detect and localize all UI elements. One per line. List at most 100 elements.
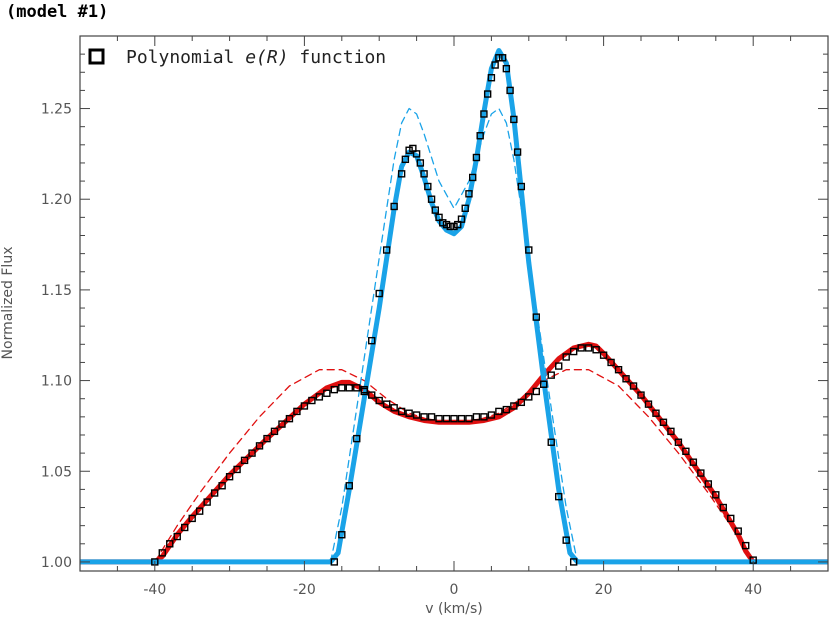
data-point [450, 414, 458, 423]
y-tick-label: 1.25 [41, 102, 72, 118]
data-point [270, 427, 279, 436]
data-point [424, 182, 432, 191]
data-point [712, 491, 720, 499]
data-point [409, 144, 417, 153]
data-point [435, 414, 443, 423]
legend-label-main: Polynomial [126, 47, 234, 68]
data-point [158, 549, 166, 557]
x-tick-label: 0 [450, 582, 459, 598]
x-tick-label: -40 [143, 582, 166, 598]
data-point [397, 407, 406, 416]
y-tick-label: 1.20 [41, 192, 72, 208]
data-point [330, 558, 339, 566]
data-point [584, 344, 593, 352]
data-point [569, 347, 578, 356]
data-point [644, 400, 653, 408]
data-point [450, 222, 458, 231]
data-point [308, 396, 316, 405]
data-point [439, 219, 447, 227]
data-point [532, 387, 540, 396]
series-line-thick-blue-solid [80, 48, 828, 565]
legend-label-tail: function [299, 47, 386, 68]
data-point [495, 54, 503, 62]
data-point [278, 420, 286, 428]
data-point [390, 202, 398, 211]
data-point [401, 155, 410, 164]
data-point [181, 523, 189, 532]
data-point [510, 402, 518, 410]
data-point [300, 402, 309, 410]
series-line-thick-red-solid [80, 341, 828, 565]
data-point [502, 405, 511, 414]
data-point [442, 220, 451, 229]
data-point [166, 540, 174, 548]
ticks-layer: -40 -20 0 20 40 1.00 1.05 1.10 1.15 1.20 1.25 [41, 36, 829, 598]
data-point [483, 90, 492, 98]
data-point [420, 170, 428, 178]
legend-label: Polynomial e(R) function [126, 47, 386, 68]
data-point [263, 434, 271, 443]
data-point [330, 385, 339, 394]
data-point [555, 362, 563, 370]
data-point [382, 246, 391, 254]
data-point [368, 391, 376, 399]
series-line-thin-red-dashed [154, 369, 754, 563]
data-point [491, 61, 499, 69]
data-point [667, 427, 675, 436]
data-point [315, 393, 324, 401]
data-point [465, 190, 473, 198]
data-point [469, 173, 477, 182]
data-point [255, 442, 264, 450]
y-tick-label: 1.00 [41, 555, 72, 571]
data-point [345, 482, 353, 490]
data-point [674, 438, 683, 446]
data-point [592, 346, 600, 354]
data-point [562, 536, 570, 544]
series-markers-2 [330, 54, 578, 566]
data-point [375, 289, 383, 298]
data-point [487, 411, 496, 419]
data-point [487, 74, 496, 82]
plot-frame [79, 35, 829, 572]
data-point [525, 393, 533, 401]
data-point [562, 353, 570, 361]
series-line-thin-blue-dashed [329, 107, 579, 563]
data-point [461, 204, 469, 212]
data-point [338, 531, 346, 539]
data-point [405, 146, 413, 154]
data-point [225, 472, 234, 481]
data-point [416, 159, 425, 167]
data-point [375, 396, 383, 405]
data-point [240, 456, 249, 465]
data-point [457, 414, 466, 423]
data-point [727, 514, 735, 523]
data-point [338, 384, 346, 392]
legend-marker-square [88, 48, 105, 65]
data-point [525, 246, 533, 254]
y-tick-label: 1.05 [41, 464, 72, 480]
x-tick-label: 20 [595, 582, 613, 598]
y-tick-label: 1.10 [41, 374, 72, 390]
data-point [513, 148, 522, 156]
chart-title: (model #1) [6, 2, 109, 22]
data-point [540, 380, 548, 388]
x-tick-label: 40 [744, 582, 762, 598]
data-point [397, 170, 406, 178]
data-point [293, 407, 301, 416]
x-tick-label: -20 [293, 582, 316, 598]
data-point [173, 532, 181, 541]
data-point [629, 382, 638, 390]
data-point [577, 344, 585, 352]
data-point [203, 498, 211, 506]
data-point [218, 482, 226, 490]
data-point [465, 414, 473, 423]
data-point [719, 503, 727, 512]
data-point [454, 220, 462, 229]
data-point [506, 86, 514, 95]
data-point [353, 434, 361, 443]
data-point [614, 365, 623, 374]
data-point [689, 458, 698, 466]
data-point [682, 447, 690, 456]
data-point [427, 195, 436, 203]
